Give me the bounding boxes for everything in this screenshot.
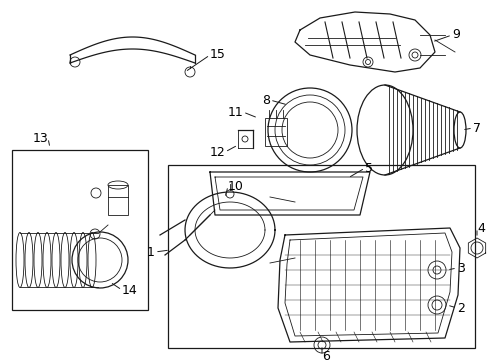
Text: 2: 2	[456, 302, 464, 315]
Bar	[12, 150, 148, 310]
Text: 12: 12	[209, 145, 224, 158]
Text: 6: 6	[321, 350, 329, 360]
Text: 1: 1	[147, 246, 155, 258]
Bar	[264, 118, 286, 146]
Text: 5: 5	[364, 162, 372, 175]
Text: 14: 14	[122, 284, 138, 297]
Bar	[108, 185, 128, 215]
Text: 4: 4	[476, 221, 484, 234]
Bar	[168, 165, 474, 348]
Text: 3: 3	[456, 261, 464, 274]
Text: 10: 10	[227, 180, 244, 193]
Text: 7: 7	[472, 122, 480, 135]
Text: 8: 8	[262, 94, 269, 107]
Text: 13: 13	[32, 131, 48, 144]
Text: 11: 11	[227, 105, 243, 118]
Text: 15: 15	[209, 49, 225, 62]
Text: 9: 9	[451, 28, 459, 41]
